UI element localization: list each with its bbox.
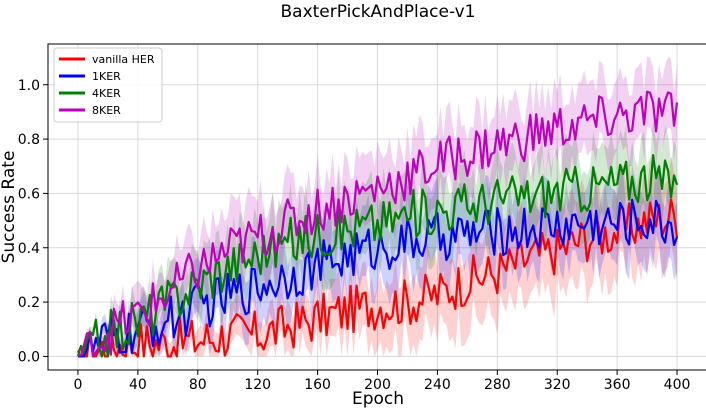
y-tick-label-5: 1.0	[18, 78, 40, 94]
legend-items: vanilla HER 1KER 4KER 8KER	[59, 53, 155, 117]
legend-box	[53, 47, 163, 123]
x-tick-label-9: 360	[604, 377, 631, 393]
x-tick-label-5: 200	[364, 377, 391, 393]
x-tick-label-3: 120	[244, 377, 271, 393]
x-axis-label: Epoch	[352, 389, 404, 408]
legend-label-1: vanilla HER	[92, 53, 155, 66]
x-tick-label-2: 80	[189, 377, 207, 393]
x-tick-label-6: 240	[424, 377, 451, 393]
x-tick-label-7: 280	[484, 377, 511, 393]
legend: vanilla HER 1KER 4KER 8KER	[53, 47, 163, 123]
series-line-1	[76, 198, 679, 358]
band-2	[77, 164, 678, 357]
y-tick-label-2: 0.4	[18, 241, 40, 257]
legend-label-3: 4KER	[92, 87, 121, 100]
y-axis-ticks: 0.0 0.2 0.4 0.6 0.8 1.0	[18, 78, 48, 365]
x-tick-label-0: 0	[73, 377, 82, 393]
x-axis-ticks: 0 40 80 120 160 200 240 280 320 360 400	[73, 370, 690, 393]
x-tick-label-10: 400	[664, 377, 691, 393]
y-tick-label-1: 0.2	[18, 295, 40, 311]
x-tick-label-4: 160	[304, 377, 331, 393]
series-line-2	[77, 198, 679, 358]
chart-title: BaxterPickAndPlace-v1	[281, 2, 476, 22]
series-line-4	[77, 90, 679, 358]
legend-label-4: 8KER	[92, 104, 121, 117]
series-lines	[76, 90, 679, 358]
series-line-3	[76, 154, 679, 358]
x-tick-label-1: 40	[129, 377, 147, 393]
y-tick-label-0: 0.0	[18, 349, 40, 365]
y-axis-label: Success Rate	[0, 151, 19, 264]
x-tick-label-8: 320	[544, 377, 571, 393]
y-tick-label-3: 0.6	[18, 186, 40, 202]
y-tick-label-4: 0.8	[18, 132, 40, 148]
band-3	[77, 119, 678, 357]
legend-label-2: 1KER	[92, 70, 121, 83]
